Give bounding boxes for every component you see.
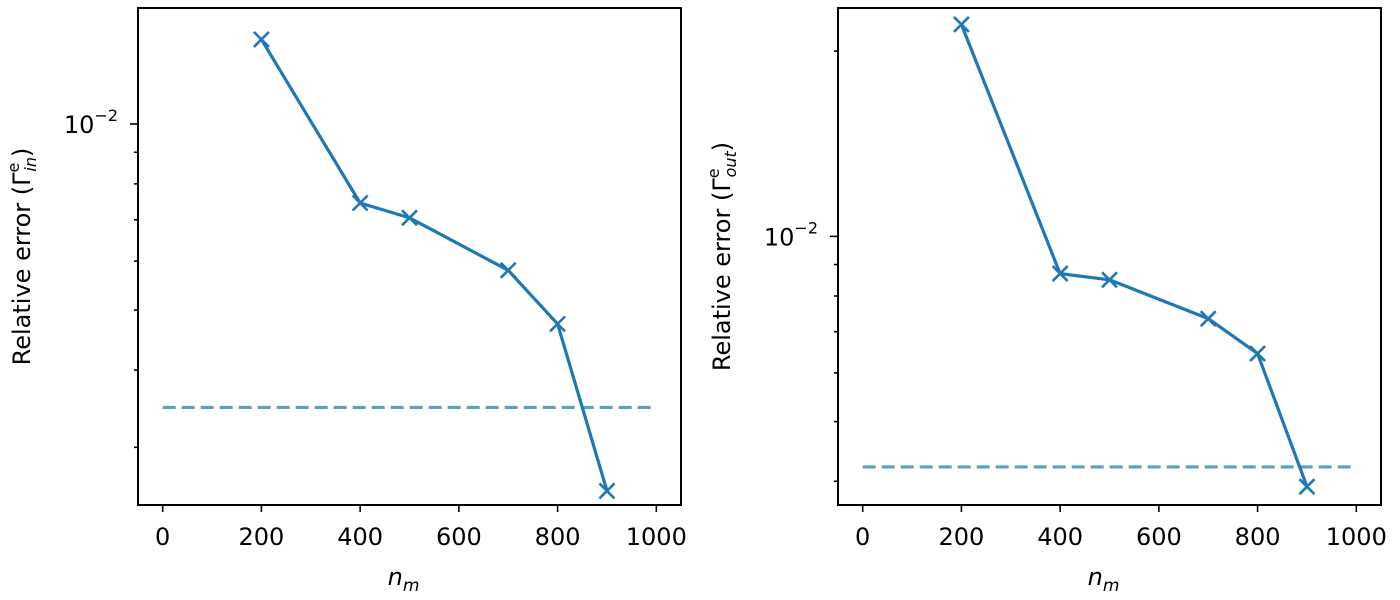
- marker-stroke: [1249, 345, 1267, 362]
- y-axis-label-superscript: e: [704, 168, 723, 178]
- y-axis-label-close: ): [708, 142, 736, 151]
- x-tick-label: 400: [337, 523, 383, 551]
- x-tick-label: 800: [1235, 523, 1281, 551]
- x-axis-label: nm: [1088, 563, 1120, 596]
- y-axis-label-main: Relative error (Γ: [8, 172, 36, 366]
- data-point-marker: [549, 315, 567, 333]
- x-axis-label-main: n: [388, 563, 403, 591]
- marker-stroke: [598, 482, 616, 500]
- y-axis-label-main: Relative error (Γ: [708, 178, 736, 372]
- x-tick-label: 200: [239, 523, 285, 551]
- x-tick-label: 600: [436, 523, 482, 551]
- x-axis-label-subscript: m: [1103, 576, 1120, 596]
- x-tick-label: 800: [535, 523, 581, 551]
- x-tick-label: 200: [939, 523, 985, 551]
- y-tick-label: 10−2: [64, 106, 118, 139]
- x-tick-label: 0: [155, 523, 170, 551]
- y-axis-label-close: ): [8, 148, 36, 157]
- x-tick-label: 400: [1037, 523, 1083, 551]
- y-tick-exponent: −2: [794, 218, 818, 237]
- chart-right-gamma-out: 0 200 400 600 800 1000 10−2 nm Relative error (Γ…: [704, 7, 1387, 596]
- marker-stroke: [549, 315, 567, 333]
- chart-left-gamma-in: 0 200 400 600 800 1000 10−2 nm Relative error (Γ…: [4, 7, 687, 596]
- data-point-marker: [952, 15, 970, 33]
- marker-stroke: [401, 209, 418, 227]
- data-point-marker: [499, 261, 517, 279]
- marker-stroke: [351, 194, 369, 212]
- marker-stroke: [1051, 265, 1069, 283]
- data-point-marker: [1298, 478, 1316, 496]
- x-axis-label-main: n: [1088, 563, 1103, 591]
- y-tick-label: 10−2: [764, 218, 818, 251]
- x-axis-label-subscript: m: [403, 576, 420, 596]
- x-tick-label: 1000: [626, 523, 687, 551]
- marker-stroke: [499, 261, 517, 279]
- y-tick-base: 10: [764, 223, 795, 251]
- y-axis-label: Relative error (Γeout): [704, 142, 740, 371]
- data-point-marker: [252, 30, 270, 48]
- marker-stroke: [252, 30, 270, 48]
- data-point-marker: [401, 209, 418, 227]
- y-axis-label-superscript: e: [4, 163, 23, 173]
- y-axis-label: Relative error (Γein): [4, 148, 40, 366]
- x-tick-label: 1000: [1326, 523, 1387, 551]
- marker-stroke: [1101, 271, 1118, 289]
- series-line: [959, 23, 1309, 488]
- data-point-marker: [1051, 265, 1069, 283]
- y-tick-base: 10: [64, 111, 95, 139]
- marker-stroke: [1298, 478, 1316, 496]
- plot-frame: [837, 7, 1382, 506]
- marker-stroke: [952, 15, 970, 33]
- plot-frame: [137, 7, 682, 506]
- data-point-marker: [351, 194, 369, 212]
- x-axis-label: nm: [388, 563, 420, 596]
- series-line: [260, 38, 609, 492]
- y-tick-exponent: −2: [94, 106, 118, 125]
- data-point-marker: [598, 482, 616, 500]
- data-point-marker: [1199, 310, 1217, 328]
- y-axis-label-subscript: in: [21, 157, 40, 172]
- marker-stroke: [1199, 310, 1217, 328]
- y-axis-label-subscript: out: [721, 150, 740, 177]
- x-tick-label: 0: [855, 523, 870, 551]
- x-tick-label: 600: [1136, 523, 1182, 551]
- data-point-marker: [1101, 271, 1118, 289]
- data-point-marker: [1249, 345, 1267, 362]
